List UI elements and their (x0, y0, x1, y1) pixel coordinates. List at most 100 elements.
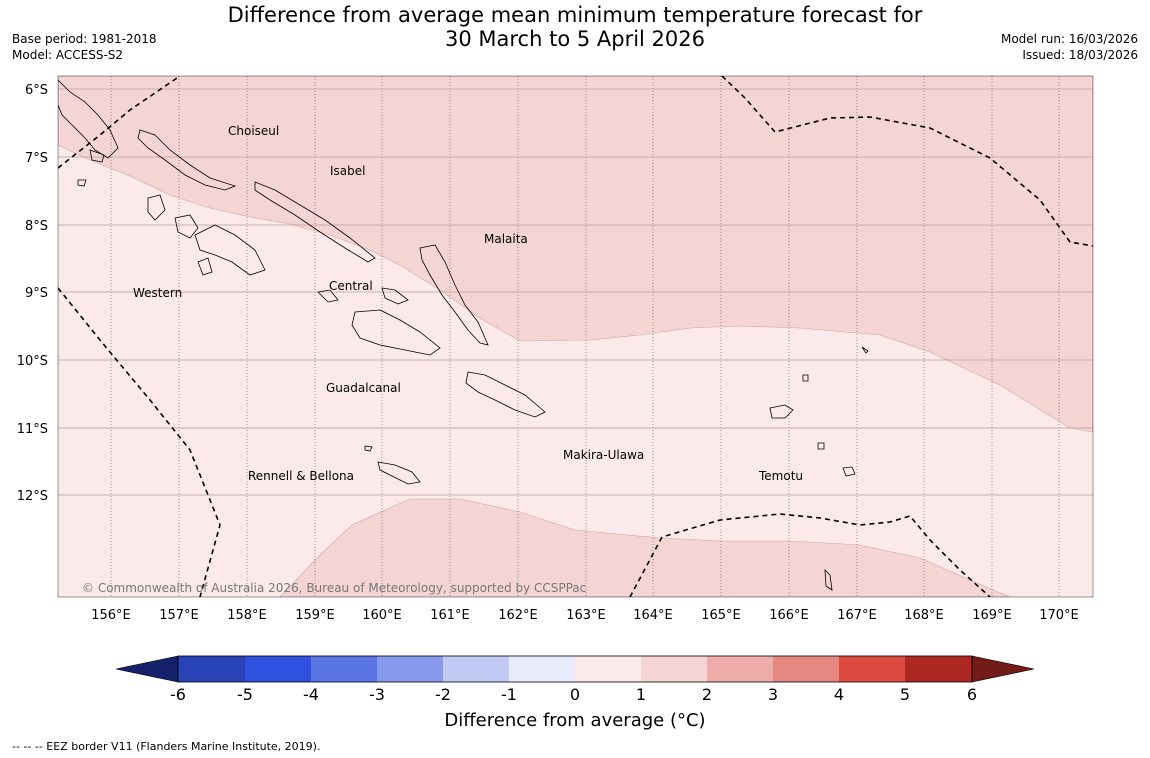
lon-label: 157°E (159, 608, 199, 623)
longitude-labels: 156°E 157°E 158°E 159°E 160°E 161°E 162°… (91, 608, 1079, 623)
lat-label: 11°S (17, 422, 48, 437)
colorbar-tick-label: -5 (237, 685, 253, 704)
lon-label: 156°E (91, 608, 131, 623)
issued-date: Issued: 18/03/2026 (1022, 48, 1138, 62)
island-bellona (364, 445, 373, 452)
colorbar-cell (575, 656, 641, 682)
island-vella (147, 194, 166, 221)
island-guadalcanal (351, 309, 441, 356)
region-labels: Choiseul Isabel Malaita Western Central … (133, 124, 803, 483)
colorbar-tick-label: 2 (702, 685, 712, 704)
island-malaita (419, 244, 489, 346)
lat-label: 10°S (17, 354, 48, 369)
colorbar: -6 -5 -4 -3 -2 -1 0 1 2 3 4 5 6 (115, 655, 1035, 704)
colorbar-frame (177, 655, 973, 683)
meta-left: Base period: 1981-2018 Model: ACCESS-S2 (12, 31, 157, 63)
colorbar-cell (707, 656, 773, 682)
lon-label: 170°E (1039, 608, 1079, 623)
region-label-temotu: Temotu (758, 469, 803, 483)
latitude-labels: 6°S 7°S 8°S 9°S 10°S 11°S 12°S (17, 83, 48, 504)
colorbar-tick-label: -2 (435, 685, 451, 704)
colorbar-ticks: -6 -5 -4 -3 -2 -1 0 1 2 3 4 5 6 (170, 685, 977, 704)
colorbar-cell (641, 656, 707, 682)
lon-label: 167°E (837, 608, 877, 623)
colorbar-tick-label: 4 (834, 685, 844, 704)
island-isabel (254, 181, 376, 263)
region-label-central: Central (329, 279, 373, 293)
colorbar-label: Difference from average (°C) (444, 710, 706, 731)
region-label-choiseul: Choiseul (228, 124, 279, 138)
lat-label: 8°S (25, 219, 48, 234)
lon-label: 164°E (633, 608, 673, 623)
copyright-notice: © Commonwealth of Australia 2026, Bureau… (82, 581, 586, 595)
colorbar-cell (905, 656, 972, 682)
lon-label: 166°E (769, 608, 809, 623)
colorbar-cell (311, 656, 377, 682)
lon-label: 168°E (904, 608, 944, 623)
lon-label: 169°E (972, 608, 1012, 623)
island-utupua (817, 442, 825, 450)
colorbar-cell (443, 656, 509, 682)
title-line-1: Difference from average mean minimum tem… (227, 3, 923, 27)
island-makira (465, 371, 546, 418)
lon-label: 160°E (362, 608, 402, 623)
colorbar-tick-label: 1 (636, 685, 646, 704)
island-tikopia (824, 568, 833, 591)
region-label-rennell-bellona: Rennell & Bellona (248, 469, 354, 483)
colorbar-cell (839, 656, 905, 682)
colorbar-cell (971, 655, 1035, 683)
colorbar-cell (178, 656, 245, 682)
colorbar-tick-label: 0 (570, 685, 580, 704)
region-label-western: Western (133, 286, 182, 300)
island-shortland (77, 179, 87, 187)
colorbar-cell (245, 656, 311, 682)
island-central-group (317, 289, 339, 303)
colorbar-tick-label: 3 (768, 685, 778, 704)
colorbar-tick-label: -1 (501, 685, 517, 704)
eez-footnote: -- -- -- EEZ border V11 (Flanders Marine… (12, 740, 321, 753)
lon-label: 159°E (295, 608, 335, 623)
colorbar-tick-label: -4 (303, 685, 319, 704)
island-bougainville (58, 79, 119, 159)
island-reef-islands (802, 374, 809, 382)
island-new-georgia (174, 214, 199, 239)
colorbar-cell (509, 656, 575, 682)
region-label-guadalcanal: Guadalcanal (326, 381, 401, 395)
map-frame (57, 75, 1094, 598)
lon-label: 162°E (498, 608, 538, 623)
anomaly-fill-north (58, 76, 1093, 433)
lat-label: 6°S (25, 83, 48, 98)
region-label-malaita: Malaita (484, 232, 528, 246)
lon-label: 161°E (430, 608, 470, 623)
meta-right: Model run: 16/03/2026 Issued: 18/03/2026 (1001, 31, 1138, 63)
region-label-isabel: Isabel (330, 164, 365, 178)
island-ranongga (197, 257, 213, 276)
region-label-makira-ulawa: Makira-Ulawa (563, 448, 644, 462)
lat-label: 12°S (17, 489, 48, 504)
island-choiseul (137, 129, 237, 191)
island-duff (861, 346, 869, 354)
island-vanikoro (842, 466, 856, 477)
model-run: Model run: 16/03/2026 (1000, 32, 1138, 46)
latitude-gridlines (58, 88, 1093, 496)
island-russell (381, 287, 409, 305)
model-name: Model: ACCESS-S2 (12, 48, 124, 62)
title-line-2: 30 March to 5 April 2026 (445, 27, 705, 51)
colorbar-tick-label: -3 (369, 685, 385, 704)
island-santa-cruz (769, 404, 794, 419)
map-title: Difference from average mean minimum tem… (0, 3, 1150, 51)
map-plot (58, 76, 1093, 597)
lon-label: 158°E (227, 608, 267, 623)
lon-label: 165°E (701, 608, 741, 623)
base-period: Base period: 1981-2018 (12, 32, 157, 46)
colorbar-tick-label: 6 (967, 685, 977, 704)
colorbar-cell (115, 655, 179, 683)
colorbar-tick-label: 5 (900, 685, 910, 704)
colorbar-cell (773, 656, 839, 682)
colorbar-cell (377, 656, 443, 682)
coastlines (58, 79, 869, 591)
lon-label: 163°E (566, 608, 606, 623)
colorbar-tick-label: -6 (170, 685, 186, 704)
lat-label: 9°S (25, 286, 48, 301)
